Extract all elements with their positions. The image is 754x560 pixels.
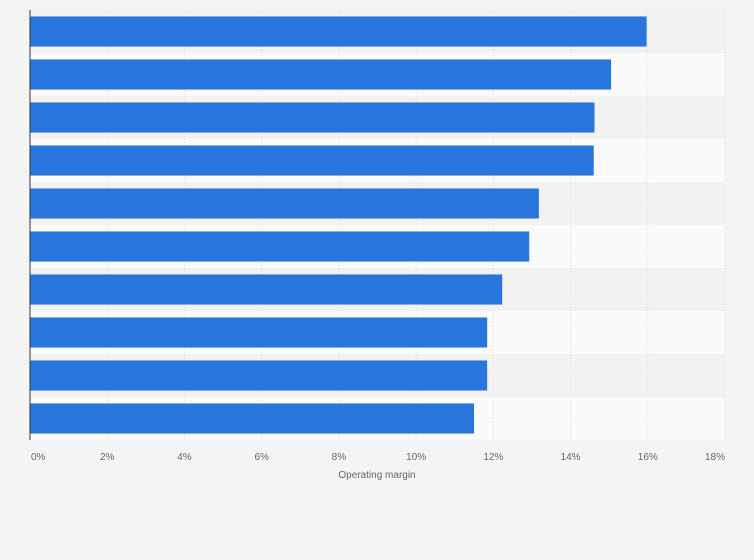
- x-tick-label: 10%: [406, 452, 426, 463]
- bar[interactable]: [30, 317, 488, 348]
- bar[interactable]: [30, 102, 595, 133]
- x-tick-label: 8%: [332, 452, 347, 463]
- bars: [30, 16, 647, 434]
- x-tick-label: 0%: [31, 452, 46, 463]
- x-tick-label: 18%: [705, 452, 725, 463]
- x-axis-title: Operating margin: [338, 470, 415, 481]
- x-tick-label: 12%: [483, 452, 503, 463]
- x-tick-label: 6%: [254, 452, 269, 463]
- x-tick-labels: 0% 2% 4% 6% 8% 10% 12% 14% 16% 18%: [31, 452, 725, 463]
- bar[interactable]: [30, 403, 475, 434]
- bar[interactable]: [30, 231, 530, 262]
- bar[interactable]: [30, 188, 539, 219]
- bar[interactable]: [30, 16, 647, 47]
- x-tick-label: 14%: [561, 452, 581, 463]
- x-tick-label: 2%: [100, 452, 115, 463]
- bar[interactable]: [30, 59, 612, 90]
- x-tick-label: 16%: [638, 452, 658, 463]
- bar[interactable]: [30, 360, 488, 391]
- bar[interactable]: [30, 145, 594, 176]
- bar[interactable]: [30, 274, 503, 305]
- x-tick-label: 4%: [177, 452, 192, 463]
